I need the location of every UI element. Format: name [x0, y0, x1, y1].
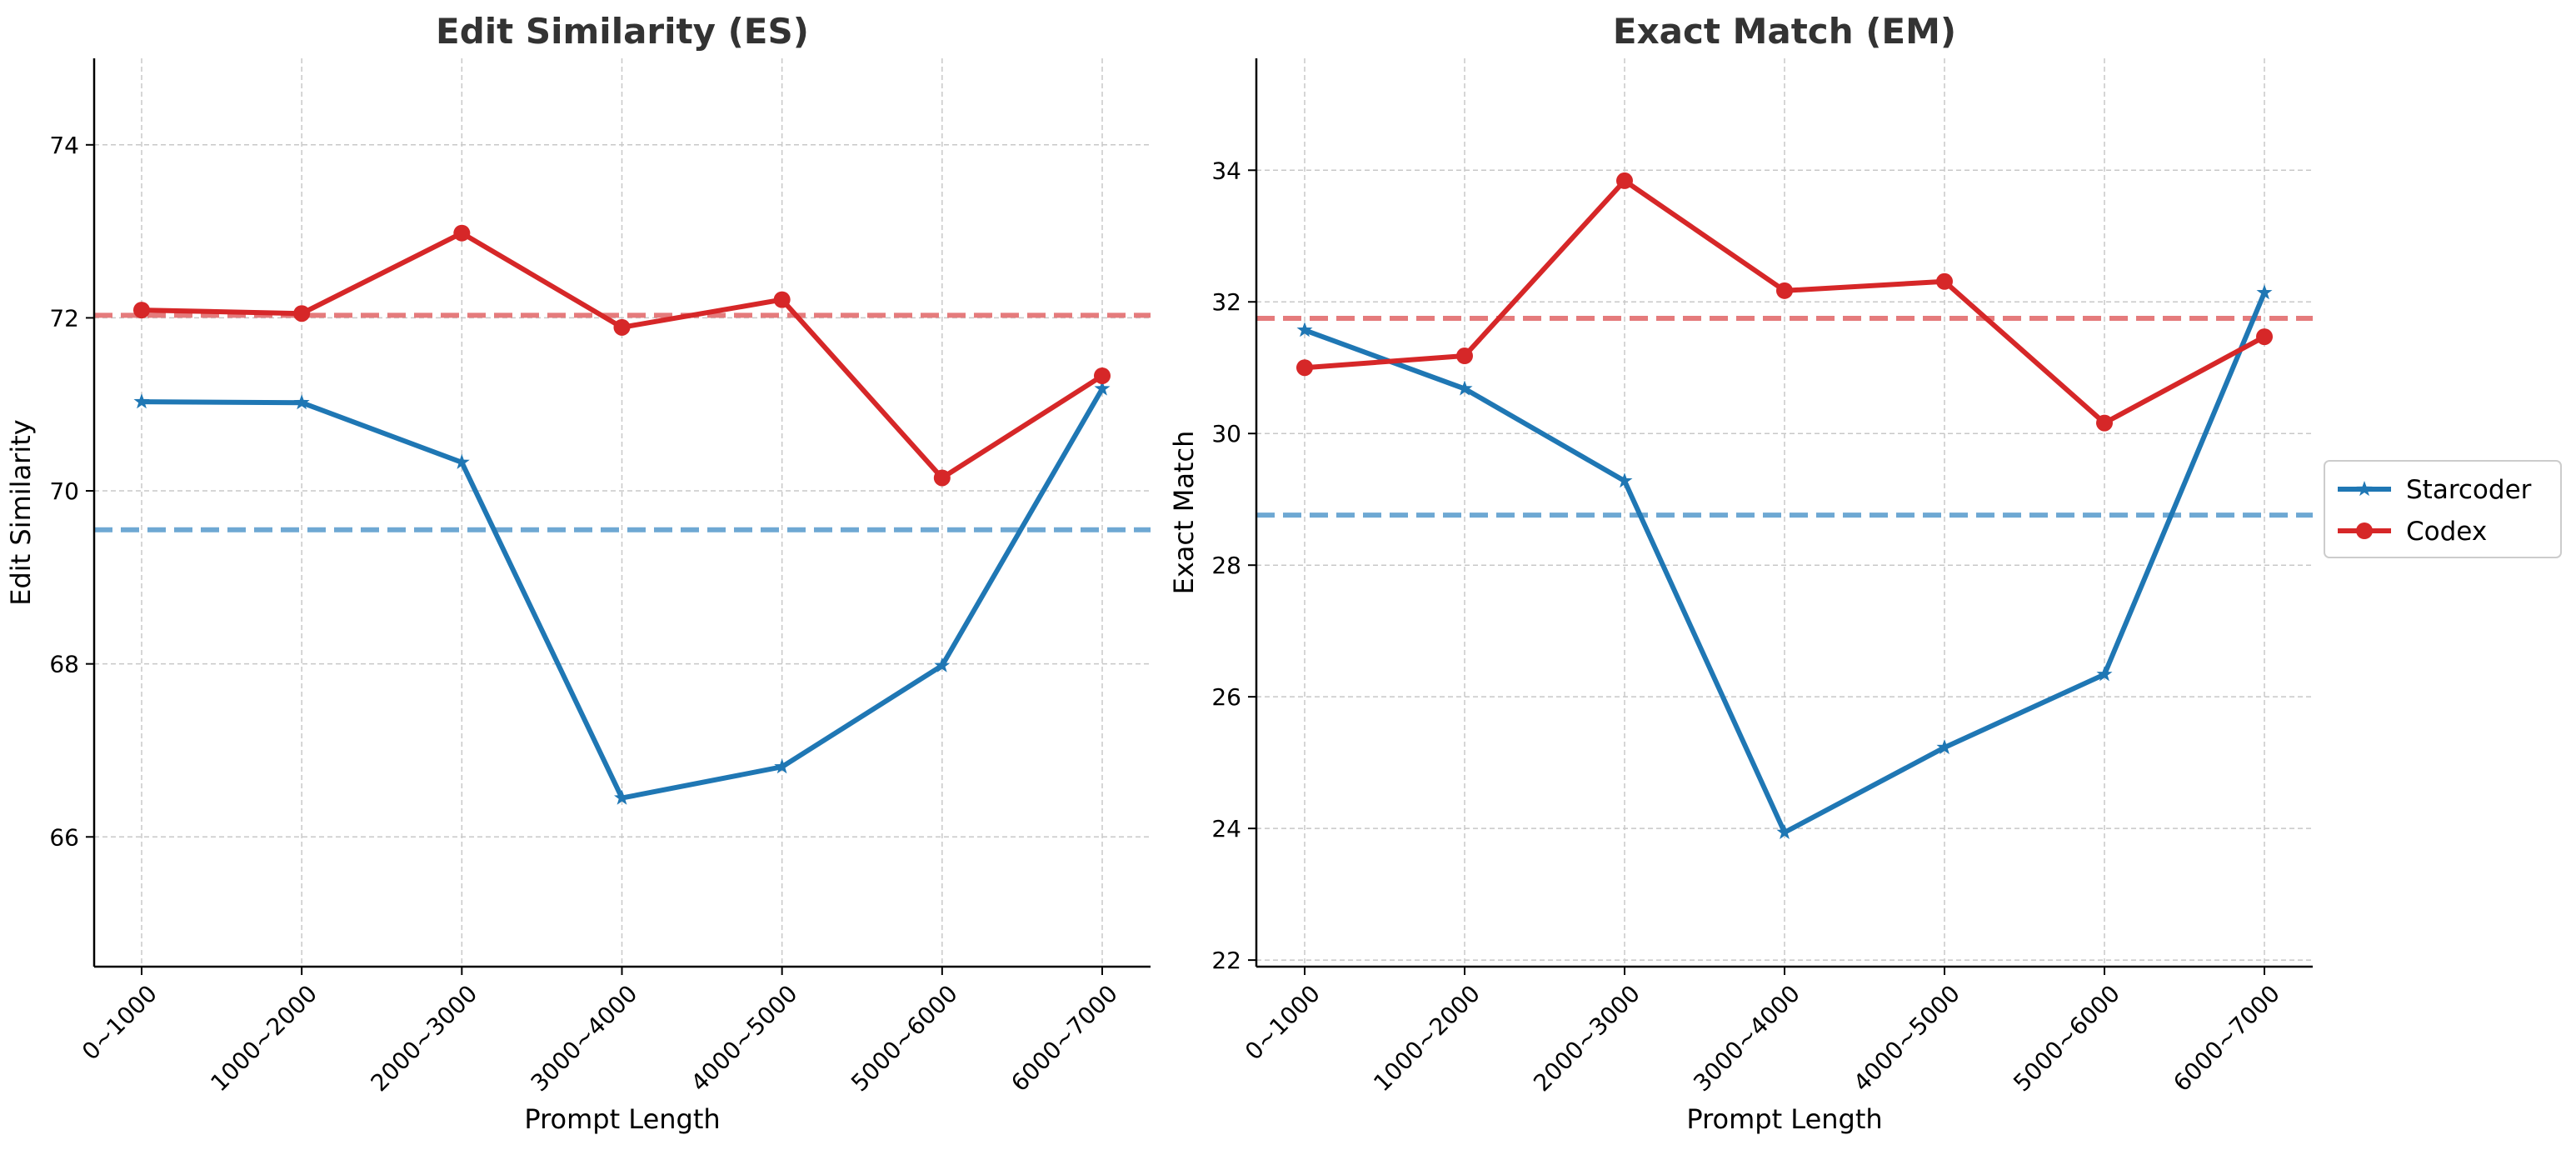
codex-point — [453, 224, 471, 242]
starcoder-point — [453, 453, 470, 469]
x-tick-label: 6000~7000 — [2168, 980, 2285, 1098]
starcoder-point — [2096, 666, 2113, 682]
x-tick-label: 1000~2000 — [205, 980, 322, 1098]
y-tick-label: 26 — [1211, 683, 1241, 711]
codex-point — [1616, 172, 1633, 189]
x-axis-title: Prompt Length — [524, 1103, 720, 1135]
x-tick-label: 6000~7000 — [1006, 980, 1123, 1098]
y-axis-title: Edit Similarity — [5, 419, 37, 605]
y-tick-label: 72 — [49, 304, 79, 332]
codex-point — [2256, 328, 2273, 346]
y-tick-label: 28 — [1211, 552, 1241, 579]
chart-title: Exact Match (EM) — [1613, 11, 1956, 52]
x-tick-label: 2000~3000 — [366, 980, 483, 1098]
codex-point — [1456, 348, 1473, 365]
y-axis-title: Exact Match — [1168, 431, 1200, 595]
x-tick-label: 5000~6000 — [2008, 980, 2125, 1098]
codex-point — [293, 305, 311, 322]
y-tick-label: 32 — [1211, 288, 1241, 316]
chart-legend: Starcoder Codex — [2324, 460, 2562, 558]
chart-title: Edit Similarity (ES) — [436, 11, 809, 52]
x-tick-label: 0~1000 — [1240, 980, 1325, 1066]
exact-match-panel: 22 24 26 28 30 32 34 0~1000 1000~2000 2000~3000 30… — [1168, 11, 2313, 1135]
y-tick-label: 70 — [49, 478, 79, 505]
y-tick-label: 66 — [49, 823, 79, 851]
x-tick-label: 0~1000 — [77, 980, 162, 1066]
starcoder-point — [1936, 739, 1953, 755]
codex-point — [1776, 282, 1793, 299]
starcoder-point — [1616, 472, 1633, 488]
starcoder-point — [1094, 380, 1111, 396]
x-axis-title: Prompt Length — [1686, 1103, 1882, 1135]
x-tick-label: 2000~3000 — [1528, 980, 1645, 1098]
starcoder-point — [1776, 823, 1793, 839]
x-tick-label: 3000~4000 — [1688, 980, 1805, 1098]
starcoder-point — [293, 394, 310, 410]
codex-point — [1296, 359, 1313, 377]
edit-similarity-panel: 66 68 70 72 74 0~1000 1000~2000 2000~3000 3000~4… — [5, 11, 1151, 1135]
x-tick-label: 4000~5000 — [686, 980, 803, 1098]
starcoder-point — [774, 758, 791, 774]
legend-marker — [2356, 522, 2373, 539]
legend-label: Starcoder — [2406, 475, 2532, 505]
y-tick-label: 34 — [1211, 157, 1241, 184]
starcoder-point — [1296, 322, 1313, 338]
codex-point — [773, 291, 791, 308]
codex-point — [1936, 272, 1953, 290]
x-tick-label: 3000~4000 — [526, 980, 643, 1098]
starcoder-point — [934, 657, 951, 672]
starcoder-point — [133, 393, 150, 409]
codex-point — [613, 318, 631, 336]
y-tick-label: 74 — [49, 132, 79, 159]
codex-point — [933, 469, 951, 487]
y-tick-label: 24 — [1211, 815, 1241, 842]
y-tick-label: 22 — [1211, 947, 1241, 974]
x-tick-label: 1000~2000 — [1368, 980, 1485, 1098]
legend-label: Codex — [2406, 517, 2487, 547]
codex-point — [133, 302, 150, 319]
starcoder-point — [614, 789, 630, 805]
starcoder-point — [2256, 284, 2273, 300]
starcoder-point — [1456, 380, 1473, 396]
codex-point — [1094, 367, 1111, 384]
y-tick-label: 30 — [1211, 420, 1241, 448]
legend-marker — [2356, 481, 2373, 497]
codex-point — [2096, 414, 2113, 432]
x-tick-label: 5000~6000 — [846, 980, 963, 1098]
x-tick-label: 4000~5000 — [1848, 980, 1965, 1098]
y-tick-label: 68 — [49, 651, 79, 678]
